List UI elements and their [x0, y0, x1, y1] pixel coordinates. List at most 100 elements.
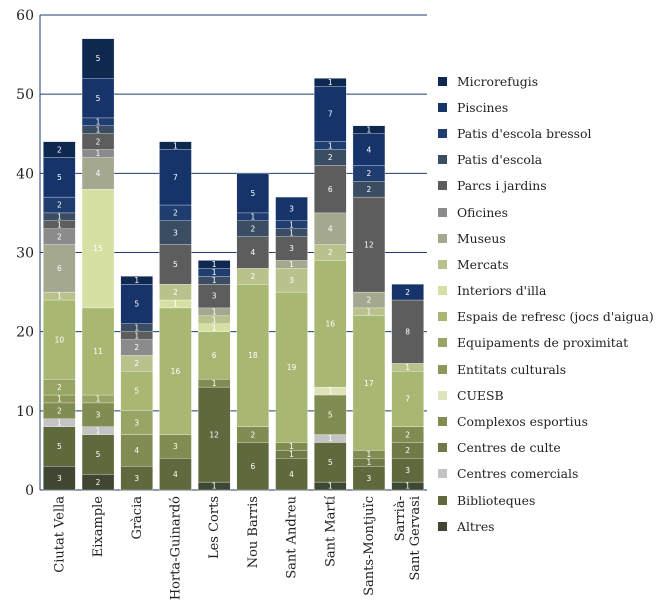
legend-label: Altres [457, 518, 495, 534]
bar-segment [159, 141, 192, 150]
y-tick-label: 0 [25, 483, 34, 499]
segment-value-label: 3 [134, 418, 139, 427]
segment-value-label: 1 [367, 450, 372, 459]
segment-value-label: 2 [367, 169, 372, 178]
bar-segment [314, 260, 347, 388]
legend-label: Interiors d'illa [457, 283, 547, 299]
segment-value-label: 1 [57, 213, 62, 222]
segment-value-label: 2 [367, 185, 372, 194]
segment-value-label: 1 [328, 434, 333, 443]
segment-value-label: 1 [173, 141, 178, 150]
legend-swatch [438, 181, 447, 191]
legend-label: Patis d'escola bressol [457, 125, 592, 141]
bar-segment [391, 371, 424, 427]
bar-segment [314, 86, 347, 142]
bar-segment [81, 38, 115, 79]
segment-value-label: 1 [212, 268, 217, 277]
segment-value-label: 1 [134, 276, 139, 285]
segment-value-label: 3 [405, 466, 410, 475]
bar-segment [275, 196, 308, 221]
legend-swatch [438, 102, 447, 112]
segment-value-label: 1 [96, 426, 101, 435]
bar-segment [352, 133, 386, 166]
legend-swatch [438, 155, 447, 165]
segment-value-label: 2 [328, 153, 333, 162]
segment-value-label: 2 [57, 201, 62, 210]
bar-segment [391, 284, 424, 301]
segment-value-label: 1 [250, 213, 255, 222]
bar-segment [120, 284, 153, 324]
segment-value-label: 4 [367, 145, 372, 154]
legend-item: Mercats [438, 251, 666, 277]
bar-segment [352, 125, 386, 134]
legend-swatch [438, 469, 447, 479]
segment-value-label: 10 [55, 335, 65, 344]
legend-item: Patis d'escola bressol [438, 120, 666, 146]
bar-segment [120, 434, 153, 467]
segment-value-label: 5 [173, 260, 178, 269]
segment-value-label: 2 [250, 430, 255, 439]
segment-value-label: 7 [405, 395, 410, 404]
legend-label: Patis d'escola [457, 152, 543, 168]
segment-value-label: 7 [173, 173, 178, 182]
bar-segment [197, 386, 231, 483]
legend-item: Piscines [438, 94, 666, 120]
legend-item: Microrefugis [438, 68, 666, 94]
legend-label: Centres comercials [457, 466, 579, 482]
segment-value-label: 2 [173, 209, 178, 218]
segment-value-label: 1 [289, 228, 294, 237]
segment-value-label: 6 [250, 462, 255, 471]
x-axis-category-labels: Ciutat Vella Eixample Gràcia Horta-Guinardó… [52, 495, 423, 600]
bar-segment [197, 260, 231, 269]
x-category-label: Sant Martí [323, 495, 338, 567]
legend-swatch [438, 259, 447, 269]
segment-value-label: 2 [250, 272, 255, 281]
segment-value-label: 2 [57, 145, 62, 154]
segment-value-label: 2 [57, 407, 62, 416]
bar-segment [275, 291, 308, 443]
segment-value-label: 3 [289, 205, 294, 214]
bar-segment [159, 244, 192, 285]
segment-value-label: 2 [367, 296, 372, 305]
segment-value-label: 1 [289, 220, 294, 229]
legend-swatch [438, 128, 447, 138]
legend-swatch [438, 521, 447, 531]
segment-value-label: 1 [57, 220, 62, 229]
segment-value-label: 2 [134, 359, 139, 368]
y-tick-label: 30 [16, 246, 34, 262]
legend-item: Patis d'escola [438, 147, 666, 173]
segment-value-label: 3 [289, 276, 294, 285]
segment-value-label: 6 [57, 264, 62, 273]
segment-value-label: 6 [212, 351, 217, 360]
legend-item: Interiors d'illa [438, 278, 666, 304]
bar-segment [197, 331, 231, 380]
legend-swatch [438, 286, 447, 296]
segment-value-label: 5 [134, 387, 139, 396]
y-axis-tick-labels: 0 10 20 30 40 50 60 [16, 8, 34, 499]
legend-label: Parcs i jardins [457, 178, 547, 194]
x-category-label: Ciutat Vella [52, 496, 67, 573]
bar-segment [236, 236, 270, 269]
segment-value-label: 8 [405, 327, 410, 336]
segment-value-label: 7 [328, 110, 333, 119]
segment-value-label: 1 [57, 395, 62, 404]
segment-value-label: 6 [328, 185, 333, 194]
segment-value-label: 2 [405, 288, 410, 297]
segment-value-label: 1 [57, 418, 62, 427]
segment-value-label: 1 [367, 125, 372, 134]
segment-value-label: 1 [212, 379, 217, 388]
legend-item: Complexos esportius [438, 408, 666, 434]
legend-swatch [438, 233, 447, 243]
segment-value-label: 1 [96, 118, 101, 127]
segment-value-label: 1 [367, 308, 372, 317]
segment-value-label: 5 [328, 458, 333, 467]
bar-segment [314, 78, 347, 87]
legend-label: Espais de refresc (jocs d'aigua) [457, 309, 654, 325]
legend-swatch [438, 443, 447, 453]
bar-segment [81, 307, 115, 396]
segment-value-label: 1 [328, 78, 333, 87]
segment-labels: 3512121016211252251311115412115534352211… [55, 54, 411, 491]
segment-value-label: 3 [173, 228, 178, 237]
segment-value-label: 2 [405, 446, 410, 455]
